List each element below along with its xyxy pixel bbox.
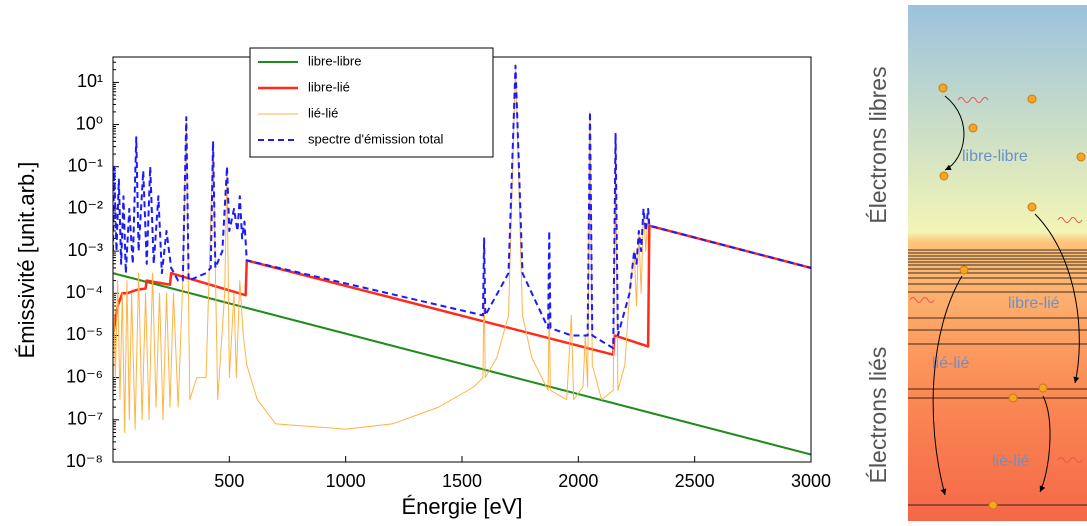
y-tick-label: 10⁻⁸ (66, 451, 103, 471)
bound-electrons-label: Électrons liés (865, 347, 891, 484)
series-line (113, 65, 649, 434)
y-tick-label: 10⁻⁵ (66, 324, 103, 344)
energy-panel (908, 5, 1087, 521)
x-tick-label: 3000 (791, 471, 831, 491)
x-tick-label: 2500 (675, 471, 715, 491)
legend-label: libre-lié (308, 79, 350, 94)
series-line (113, 272, 811, 456)
y-tick-label: 10⁻¹ (67, 156, 103, 176)
y-tick-label: 10¹ (77, 71, 103, 91)
y-tick-label: 10⁻² (67, 198, 103, 218)
transitions (932, 95, 1080, 496)
free-electrons-label: Électrons libres (865, 66, 891, 223)
legend-label: spectre d'émission total (308, 131, 444, 146)
plot-lines (113, 64, 811, 456)
legend-label: lié-lié (308, 105, 338, 120)
bound-bound-label: lié-lié (932, 355, 969, 372)
y-tick-label: 10⁻⁷ (67, 409, 103, 429)
y-tick-label: 10⁻⁴ (66, 282, 103, 302)
bound-bound-label: lié-lié (992, 453, 1029, 470)
series-line (113, 224, 811, 356)
electrons (938, 83, 1086, 510)
photons (909, 97, 1083, 463)
y-tick-label: 10⁻³ (67, 240, 103, 260)
x-tick-label: 2000 (558, 471, 598, 491)
legend-label: libre-libre (308, 53, 361, 68)
levels (908, 249, 1087, 506)
x-axis-label: Énergie [eV] (401, 494, 522, 519)
x-tick-label: 1000 (326, 471, 366, 491)
free-bound-label: libre-lié (1008, 295, 1060, 312)
series-line (113, 64, 811, 350)
diagram: Électrons libres Électrons liés libre-li… (865, 5, 1087, 521)
legend: libre-libre libre-lié lié-lié spectre d'émi… (249, 47, 494, 158)
x-tick-label: 500 (214, 471, 244, 491)
legend-box (249, 47, 494, 158)
y-tick-label: 10⁰ (76, 113, 103, 133)
y-tick-label: 10⁻⁶ (66, 366, 103, 386)
y-axis-label: Émissivité [unit.arb.] (14, 162, 39, 359)
x-tick-label: 1500 (442, 471, 482, 491)
free-free-label: libre-libre (962, 148, 1028, 165)
